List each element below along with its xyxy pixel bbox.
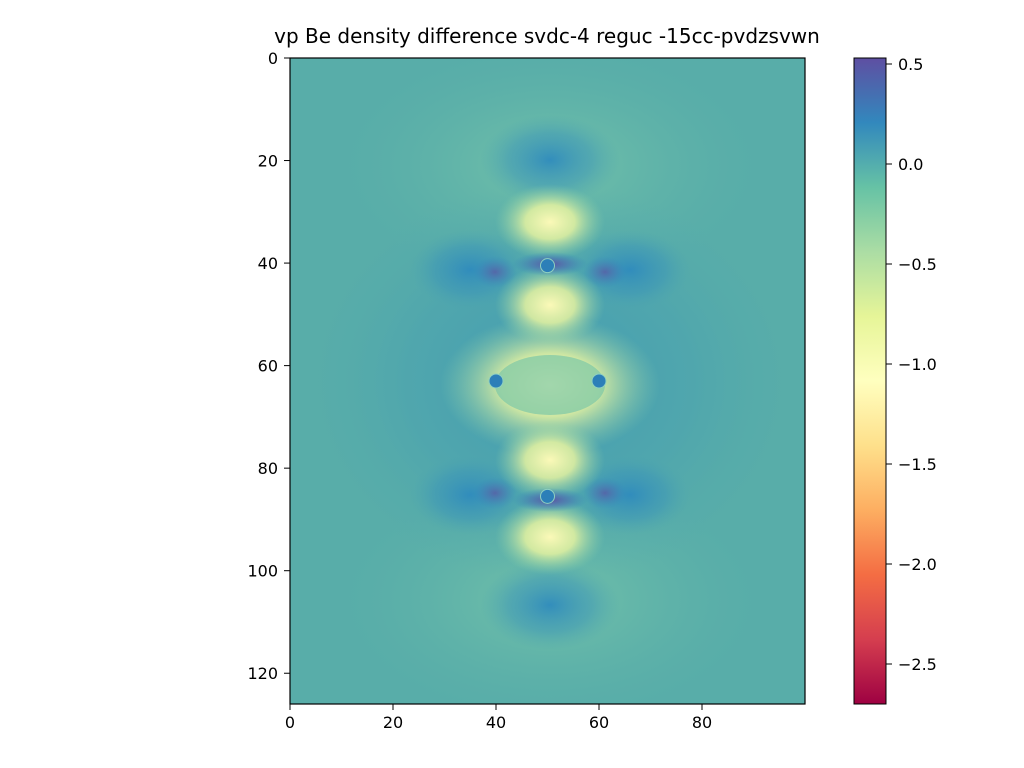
x-tick-label: 40	[486, 713, 506, 732]
x-axis-ticks: 0 20 40 60 80	[285, 704, 712, 732]
y-tick-label: 0	[268, 49, 278, 68]
colorbar-tick-label: −2.0	[898, 555, 937, 574]
heatmap-field	[290, 58, 805, 704]
colorbar-tick-label: −0.5	[898, 255, 937, 274]
colorbar-ticks: 0.5 0.0 −0.5 −1.0 −1.5 −2.0 −2.5	[886, 55, 937, 674]
y-tick-label: 20	[258, 152, 278, 171]
colorbar-tick-label: 0.0	[898, 155, 923, 174]
colorbar-tick-label: −1.5	[898, 455, 937, 474]
y-axis-ticks: 0 20 40 60 80 100 120	[247, 49, 290, 683]
y-tick-label: 60	[258, 357, 278, 376]
y-tick-label: 100	[247, 562, 278, 581]
atom-marker	[488, 373, 504, 389]
x-tick-label: 0	[285, 713, 295, 732]
colorbar-tick-label: 0.5	[898, 55, 923, 74]
atom-marker	[591, 373, 607, 389]
y-tick-label: 80	[258, 459, 278, 478]
x-tick-label: 80	[692, 713, 712, 732]
y-tick-label: 40	[258, 254, 278, 273]
plot-frame	[289, 57, 806, 705]
colorbar	[853, 57, 887, 705]
atom-marker	[540, 258, 555, 274]
x-tick-label: 20	[383, 713, 403, 732]
atom-markers	[488, 258, 607, 504]
atom-marker	[540, 488, 555, 504]
colorbar-tick-label: −2.5	[898, 655, 937, 674]
x-tick-label: 60	[589, 713, 609, 732]
colorbar-tick-label: −1.0	[898, 355, 937, 374]
chart-title: vp Be density difference svdc-4 reguc -1…	[274, 24, 820, 48]
y-tick-label: 120	[247, 664, 278, 683]
